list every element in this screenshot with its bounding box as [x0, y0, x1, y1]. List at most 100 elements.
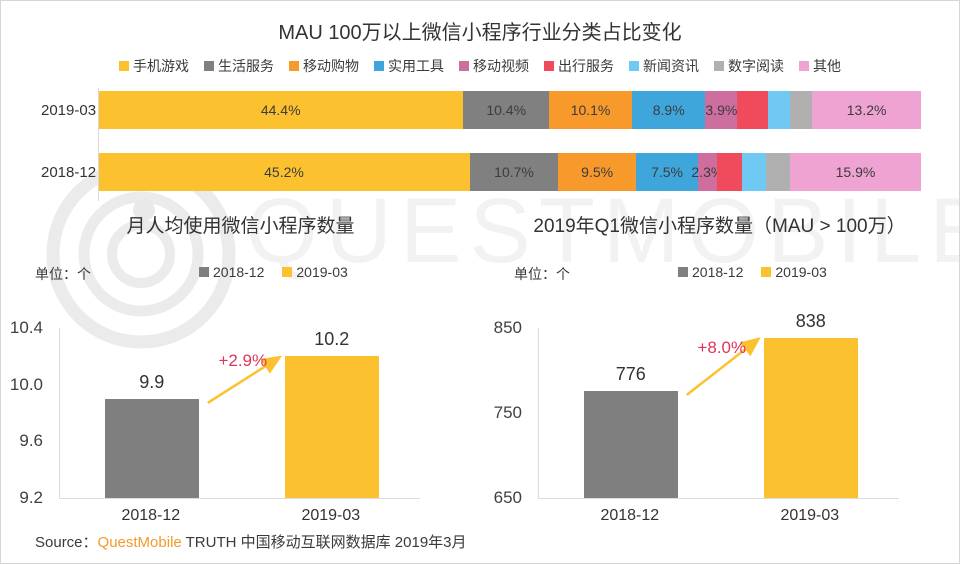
bar-value-label: 838: [795, 311, 826, 332]
legend-item: 移动购物: [289, 56, 359, 76]
segment-label: 13.2%: [846, 102, 887, 118]
row-label: 2018-12: [41, 163, 97, 181]
bar-2019-03: [284, 356, 379, 498]
stacked-bars: 2019-03 44.4% 10.4% 10.1% 8.9% 3.9% 13.2% 2018-…: [9, 88, 921, 201]
y-axis-tick-label: 9.2: [19, 488, 43, 507]
bottom-charts-row: 月人均使用微信小程序数量 单位：个 2018-12 2019-03 10.4 10.…: [1, 211, 959, 529]
x-category-label: 2019-03: [301, 507, 361, 524]
segment-label: 3.9%: [705, 102, 738, 118]
legend-item: 其他: [799, 56, 841, 76]
legend-label: 新闻资讯: [643, 58, 699, 74]
legend-swatch: [119, 61, 129, 71]
legend-swatch: [289, 61, 299, 71]
stack-segment-其他: 13.2%: [812, 91, 921, 129]
legend-item: 2019-03: [761, 264, 827, 280]
x-axis: 2018-12 2019-03: [538, 507, 898, 529]
legend-item: 2018-12: [199, 264, 264, 280]
legend-item: 手机游戏: [119, 56, 189, 76]
y-axis-tick-label: 10.0: [9, 374, 43, 394]
legend-item: 新闻资讯: [629, 56, 699, 76]
legend-item: 出行服务: [544, 56, 614, 76]
segment-label: 44.4%: [260, 102, 301, 118]
stack-segment-移动视频: 3.9%: [705, 91, 738, 129]
row-label: 2019-03: [41, 101, 97, 119]
stack-segment-新闻资讯: [767, 91, 791, 129]
legend-label: 移动购物: [303, 58, 359, 74]
plot-area: 9.9 10.2 +2.9%: [59, 328, 420, 499]
bar-value-label: 10.2: [314, 329, 350, 350]
legend-label: 数字阅读: [728, 58, 784, 74]
legend-label: 手机游戏: [133, 58, 189, 74]
segment-label: 10.4%: [486, 102, 527, 118]
legend-swatch: [544, 61, 554, 71]
stack-segment-新闻资讯: [742, 153, 767, 191]
segment-label: 7.5%: [651, 164, 684, 180]
legend-label: 2018-12: [213, 264, 265, 280]
source-prefix: Source：: [35, 534, 98, 551]
stack-segment-出行服务: [737, 91, 768, 129]
growth-arrow: [686, 337, 761, 396]
stack-segment-手机游戏: 44.4%: [98, 91, 464, 129]
bar-value-label: 9.9: [139, 371, 165, 392]
y-axis: 850 750 650: [480, 319, 538, 507]
stack-segment-移动购物: 10.1%: [548, 91, 633, 129]
avg-miniprograms-chart: 月人均使用微信小程序数量 单位：个 2018-12 2019-03 10.4 10.…: [1, 211, 480, 529]
stack-segment-生活服务: 10.4%: [463, 91, 549, 129]
legend-item: 移动视频: [459, 56, 529, 76]
y-axis-tick-label: 10.4: [9, 318, 43, 337]
x-category-label: 2018-12: [600, 507, 660, 524]
legend-swatch: [799, 61, 809, 71]
stack-segment-手机游戏: 45.2%: [98, 153, 470, 191]
stack-segment-实用工具: 7.5%: [636, 153, 698, 191]
stack-segment-出行服务: [716, 153, 743, 191]
chart-title: 月人均使用微信小程序数量: [126, 216, 355, 237]
y-axis-tick-label: 650: [493, 488, 522, 507]
legend-swatch: [678, 267, 688, 277]
source-rest: TRUTH 中国移动互联网数据库 2019年3月: [181, 534, 467, 551]
plot-area: 776 838 +8.0%: [538, 311, 899, 499]
chart-header: 单位：个 2018-12 2019-03: [480, 264, 959, 282]
segment-label: 8.9%: [652, 102, 685, 118]
legend-item: 实用工具: [374, 56, 444, 76]
bar-2019-03: [763, 338, 858, 498]
chart-legend: 2018-12 2019-03: [678, 264, 827, 280]
stacked-bar: 44.4% 10.4% 10.1% 8.9% 3.9% 13.2%: [98, 91, 921, 129]
legend-swatch: [199, 267, 209, 277]
legend-label: 实用工具: [388, 58, 444, 74]
legend-swatch: [459, 61, 469, 71]
stacked-bar-chart-section: MAU 100万以上微信小程序行业分类占比变化 手机游戏 生活服务 移动购物 实用工具…: [1, 1, 959, 201]
segment-label: 45.2%: [264, 164, 304, 180]
stack-segment-移动购物: 9.5%: [558, 153, 637, 191]
stack-segment-数字阅读: [790, 91, 813, 129]
growth-rate-label: +2.9%: [218, 350, 268, 370]
plot: 850 750 650 776 838 +8.0%: [480, 311, 959, 507]
y-axis-tick-label: 850: [493, 318, 522, 337]
legend-label: 出行服务: [558, 58, 614, 74]
segment-label: 2.3%: [691, 164, 724, 180]
bar-2018-12: [583, 390, 678, 498]
legend-label: 2019-03: [296, 264, 348, 280]
growth-rate-label: +8.0%: [697, 337, 747, 357]
stack-segment-实用工具: 8.9%: [632, 91, 706, 129]
chart-legend: 手机游戏 生活服务 移动购物 实用工具 移动视频 出行服务 新闻资讯 数字阅读 其他: [1, 56, 959, 76]
x-axis: 2018-12 2019-03: [59, 507, 419, 529]
stacked-bar-row: 2018-12 45.2% 10.7% 9.5% 7.5% 2.3% 15.9%: [9, 153, 921, 191]
legend-swatch: [282, 267, 293, 277]
legend-label: 生活服务: [218, 58, 274, 74]
y-axis-tick-label: 750: [493, 403, 522, 422]
legend-item: 数字阅读: [714, 56, 784, 76]
x-category-label: 2019-03: [780, 507, 840, 524]
source-line: Source：QuestMobile TRUTH 中国移动互联网数据库 2019…: [35, 531, 467, 552]
segment-label: 10.1%: [570, 102, 611, 118]
bar-value-label: 776: [615, 363, 646, 384]
stack-segment-移动视频: 2.3%: [691, 153, 723, 191]
plot: 10.4 10.0 9.6 9.2 9.9 10.2 +2.9%: [1, 319, 480, 507]
legend-swatch: [714, 61, 724, 71]
legend-label: 2019-03: [775, 264, 827, 280]
legend-item: 生活服务: [204, 56, 274, 76]
segment-label: 10.7%: [494, 164, 534, 180]
y-axis-tick-label: 9.6: [19, 431, 43, 451]
segment-label: 9.5%: [581, 164, 614, 180]
stacked-bar: 45.2% 10.7% 9.5% 7.5% 2.3% 15.9%: [98, 153, 921, 191]
